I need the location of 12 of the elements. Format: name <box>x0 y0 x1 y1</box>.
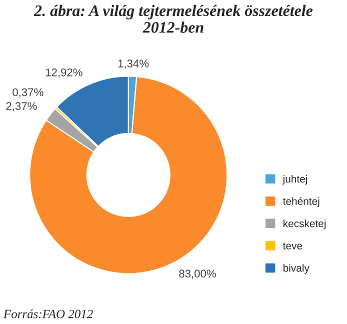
legend-label: juhtej <box>282 174 308 185</box>
legend-label: teve <box>282 242 302 250</box>
data-label: 2,37% <box>6 102 37 112</box>
chart-title: 2. ábra: A világ tejtermelésének összetétele 2012-ben <box>34 4 313 33</box>
legend-label: bivaly <box>283 264 310 274</box>
data-label: 12,92% <box>46 68 82 78</box>
data-label: 0,37% <box>12 88 44 98</box>
data-label: 83,00% <box>179 270 216 279</box>
legend-label: kecsketej <box>284 220 326 230</box>
text: Forrás:FAO 2012 <box>3 309 93 318</box>
legend-label: tehéntej <box>282 197 320 207</box>
data-label: 1,34% <box>118 60 149 69</box>
